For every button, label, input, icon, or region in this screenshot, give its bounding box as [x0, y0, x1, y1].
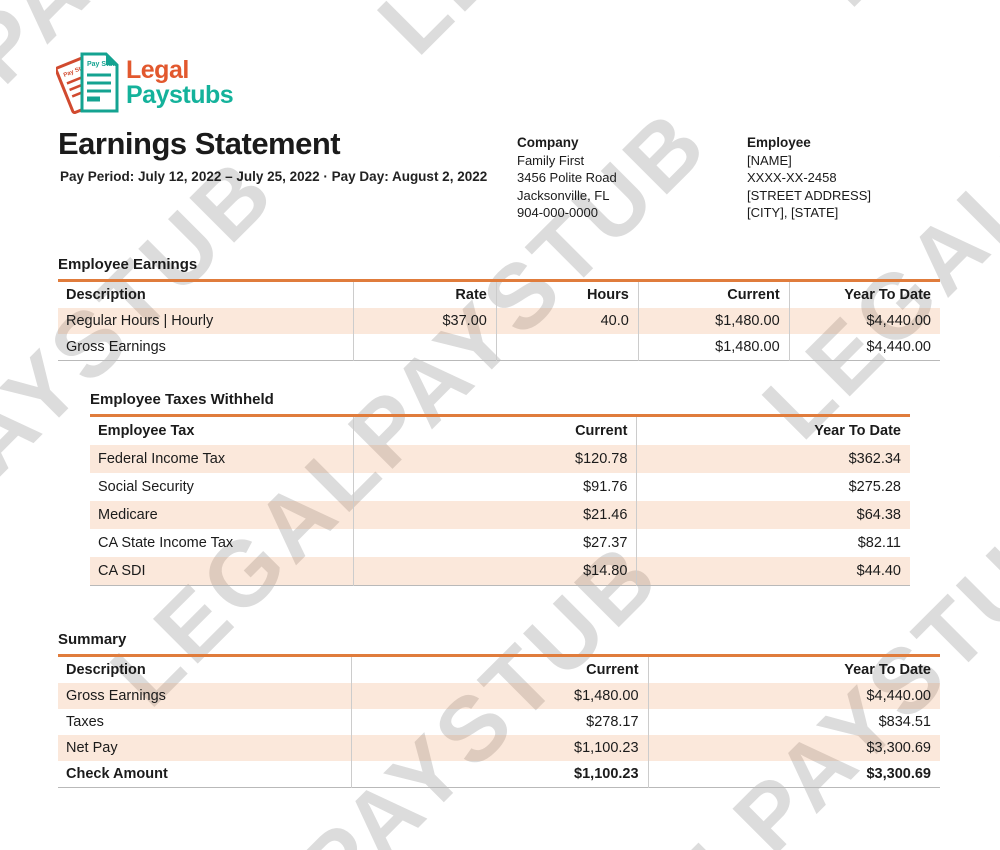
- table-cell: $3,300.69: [647, 735, 940, 761]
- table-cell: Net Pay: [66, 740, 118, 756]
- table-header-row: Employee Tax Current Year To Date: [90, 415, 910, 445]
- table-cell: $3,300.69: [647, 761, 940, 788]
- taxes-section-heading: Employee Taxes Withheld: [90, 391, 274, 408]
- table-cell: 40.0: [495, 308, 639, 334]
- pay-period-line: Pay Period: July 12, 2022 – July 25, 202…: [60, 169, 488, 184]
- table-cell: [495, 334, 639, 361]
- company-block: Company Family First 3456 Polite Road Jack…: [517, 134, 617, 222]
- table-cell: $4,440.00: [788, 334, 940, 361]
- table-row: Taxes $278.17 $834.51: [58, 709, 940, 735]
- table-cell: $82.11: [636, 529, 910, 557]
- info-line: XXXX-XX-2458: [747, 170, 837, 185]
- table-cell: $1,100.23: [351, 761, 649, 788]
- logo: Pay Stub Pay Stub Legal Paystubs: [56, 48, 234, 118]
- table-cell: $1,480.00: [637, 308, 790, 334]
- table-cell: Federal Income Tax: [98, 451, 226, 467]
- table-row: Federal Income Tax $120.78 $362.34: [90, 445, 910, 473]
- column-header: Description: [66, 662, 146, 678]
- earnings-section-heading: Employee Earnings: [58, 256, 198, 273]
- table-cell: CA State Income Tax: [98, 535, 234, 551]
- table-cell: $64.38: [636, 501, 910, 529]
- info-line: 904-000-0000: [517, 205, 598, 220]
- table-cell: $4,440.00: [647, 683, 940, 709]
- table-row: Check Amount $1,100.23 $3,300.69: [58, 761, 940, 788]
- summary-table: Description Current Year To Date Gross Earn…: [58, 654, 940, 788]
- column-header: Employee Tax: [98, 423, 195, 439]
- table-cell: $44.40: [636, 557, 910, 586]
- column-header: Description: [66, 287, 146, 303]
- table-row: Gross Earnings $1,480.00 $4,440.00: [58, 683, 940, 709]
- company-heading: Company: [517, 135, 579, 150]
- table-cell: $278.17: [351, 709, 649, 735]
- table-cell: Gross Earnings: [66, 339, 166, 355]
- table-cell: $120.78: [352, 445, 637, 473]
- column-header: Year To Date: [636, 415, 910, 445]
- table-cell: $1,480.00: [637, 334, 790, 361]
- table-cell: $1,480.00: [351, 683, 649, 709]
- table-cell: Medicare: [98, 507, 158, 523]
- table-row: CA State Income Tax $27.37 $82.11: [90, 529, 910, 557]
- table-cell: [352, 334, 497, 361]
- table-row: Medicare $21.46 $64.38: [90, 501, 910, 529]
- column-header: Year To Date: [647, 655, 940, 683]
- column-header: Hours: [495, 280, 639, 308]
- logo-doc-label-front: Pay Stub: [87, 61, 117, 68]
- table-cell: $21.46: [352, 501, 637, 529]
- employee-block: Employee [NAME] XXXX-XX-2458 [STREET ADDRE…: [747, 134, 871, 222]
- table-cell: $37.00: [352, 308, 497, 334]
- employee-lines: [NAME] XXXX-XX-2458 [STREET ADDRESS] [CITY]…: [747, 152, 871, 222]
- column-header: Rate: [352, 280, 497, 308]
- column-header: Current: [637, 280, 790, 308]
- table-cell: $27.37: [352, 529, 637, 557]
- logo-word-paystubs: Paystubs: [126, 81, 234, 109]
- table-row: Regular Hours | Hourly $37.00 40.0 $1,480.0…: [58, 308, 940, 334]
- page-title: Earnings Statement: [58, 126, 341, 161]
- table-cell: $362.34: [636, 445, 910, 473]
- summary-section: Summary Description Current Year To Date Gr…: [58, 631, 940, 788]
- summary-section-heading: Summary: [58, 631, 127, 648]
- earnings-table: Description Rate Hours Current Year To Date R…: [58, 279, 940, 361]
- info-line: [STREET ADDRESS]: [747, 187, 872, 203]
- table-cell: Social Security: [98, 479, 194, 495]
- table-cell: Gross Earnings: [66, 688, 166, 704]
- info-line: [NAME]: [747, 152, 792, 168]
- table-row: Gross Earnings $1,480.00 $4,440.00: [58, 334, 940, 361]
- table-cell: $275.28: [636, 473, 910, 501]
- info-line: [CITY], [STATE]: [747, 205, 839, 220]
- taxes-table: Employee Tax Current Year To Date Federal I…: [90, 414, 910, 586]
- table-cell: CA SDI: [98, 563, 146, 579]
- table-cell: $91.76: [352, 473, 637, 501]
- table-cell: Regular Hours | Hourly: [66, 313, 214, 329]
- table-row: Net Pay $1,100.23 $3,300.69: [58, 735, 940, 761]
- table-cell: Taxes: [66, 714, 104, 730]
- paystub-logo-icon: Pay Stub Pay Stub: [56, 52, 119, 115]
- column-header: Year To Date: [788, 280, 940, 308]
- info-line: Jacksonville, FL: [517, 187, 610, 203]
- table-header-row: Description Rate Hours Current Year To Date: [58, 280, 940, 308]
- table-cell: $1,100.23: [351, 735, 649, 761]
- logo-word-legal: Legal: [126, 56, 189, 84]
- table-header-row: Description Current Year To Date: [58, 655, 940, 683]
- earnings-section: Employee Earnings Description Rate Hours Cu…: [58, 256, 940, 361]
- table-row: Social Security $91.76 $275.28: [90, 473, 910, 501]
- table-cell: $4,440.00: [788, 308, 940, 334]
- table-cell: $14.80: [352, 557, 637, 586]
- info-line: Family First: [517, 152, 585, 168]
- employee-heading: Employee: [747, 135, 811, 150]
- column-header: Current: [351, 655, 649, 683]
- table-cell: $834.51: [647, 709, 940, 735]
- column-header: Current: [352, 415, 637, 445]
- table-cell: Check Amount: [66, 766, 168, 782]
- company-lines: Family First 3456 Polite Road Jacksonville…: [517, 152, 617, 222]
- table-row: CA SDI $14.80 $44.40: [90, 557, 910, 586]
- taxes-section: Employee Taxes Withheld Employee Tax Curr…: [90, 391, 910, 586]
- logo-wordmark: Legal Paystubs: [126, 56, 234, 109]
- info-line: 3456 Polite Road: [517, 170, 617, 185]
